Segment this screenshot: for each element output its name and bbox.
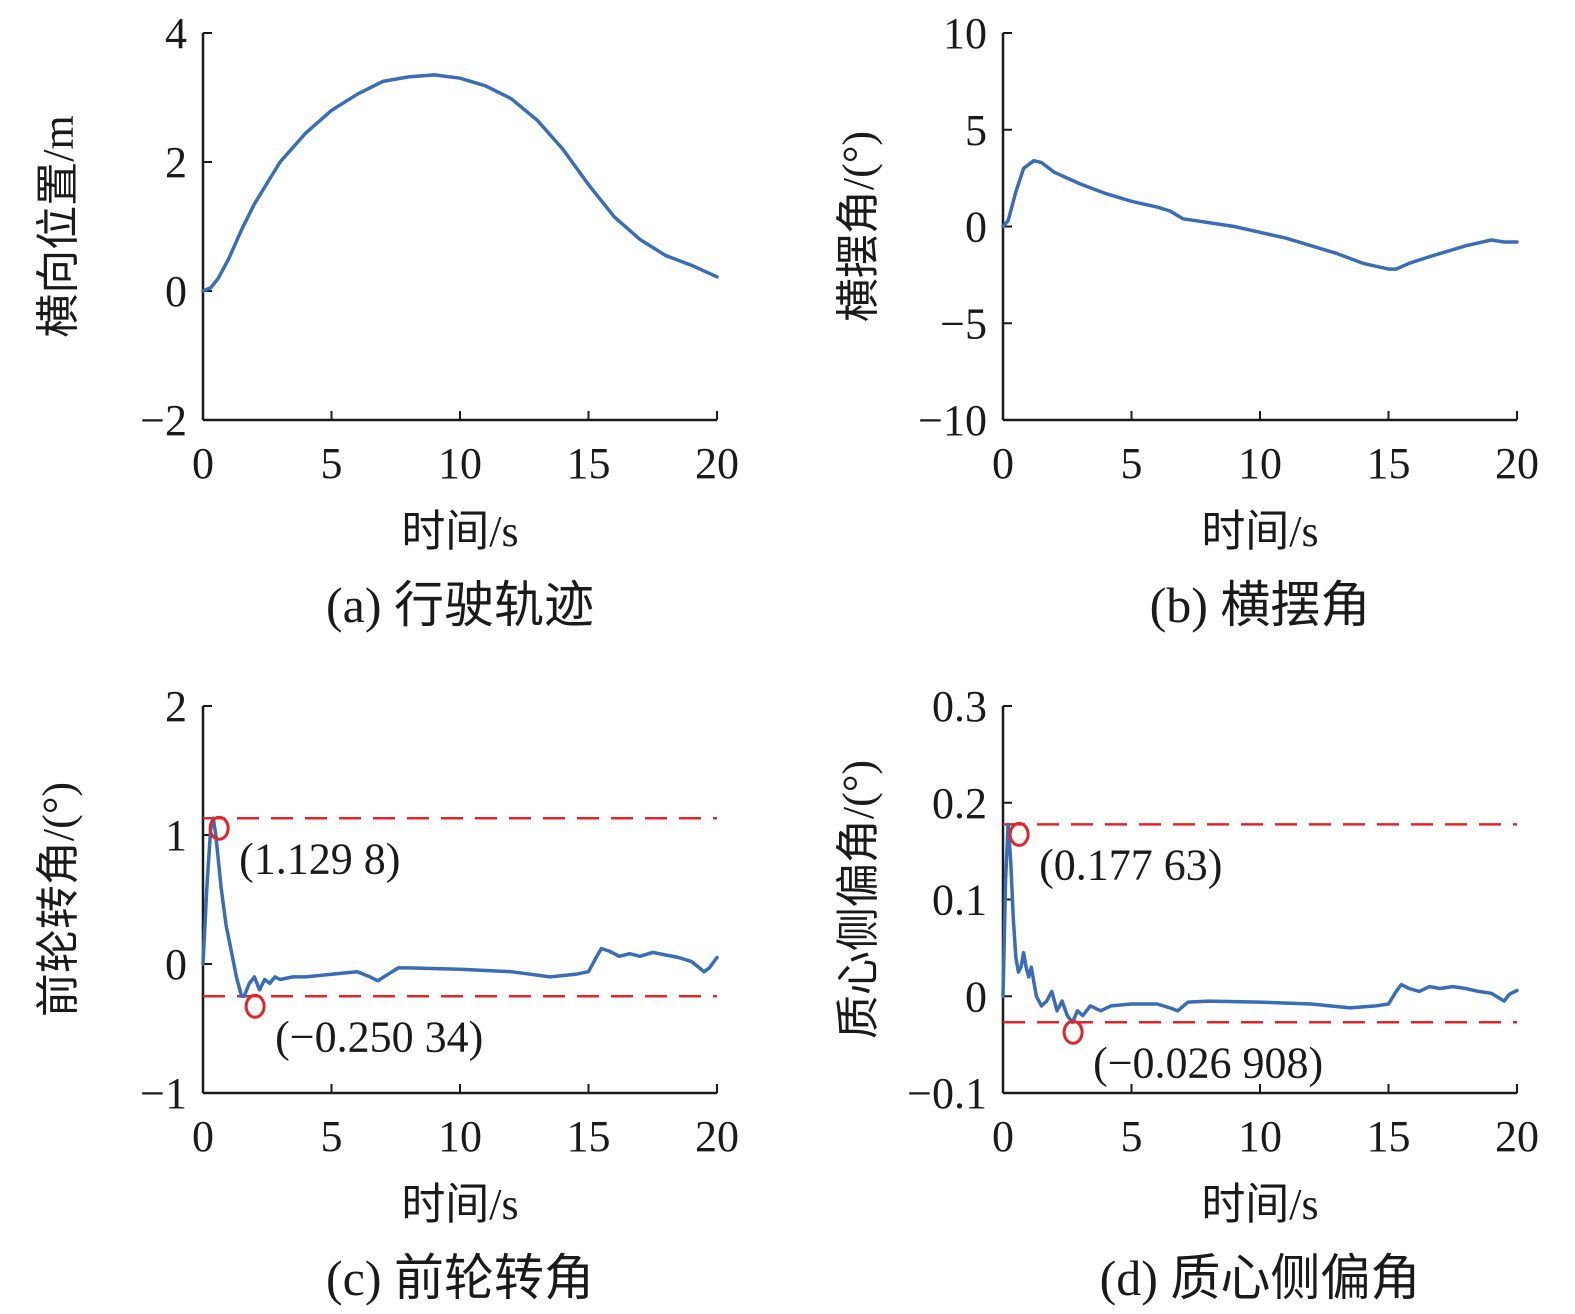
x-tick-label: 20	[1495, 439, 1539, 488]
y-tick-label: −1	[140, 1069, 187, 1118]
panel-caption: (c) 前轮转角	[326, 1250, 594, 1306]
panel-caption: (b) 横摆角	[1150, 577, 1371, 633]
x-tick-label: 0	[992, 1112, 1014, 1161]
data-series-line	[1001, 158, 1519, 271]
y-tick-label: −0.1	[907, 1069, 987, 1118]
x-tick-label: 15	[1367, 439, 1411, 488]
extremum-marker	[1062, 1019, 1084, 1045]
y-tick-label: −5	[940, 299, 987, 348]
x-axis-label: 时间/s	[1201, 1180, 1318, 1229]
y-tick-label: 0.2	[932, 779, 987, 828]
x-tick-label: 20	[1495, 1112, 1539, 1161]
x-tick-label: 10	[438, 439, 482, 488]
extremum-label: (0.177 63)	[1039, 840, 1222, 889]
data-series-line	[1001, 822, 1519, 1025]
y-tick-label: 0.3	[932, 682, 987, 731]
x-tick-label: 5	[321, 439, 343, 488]
extremum-label: (1.129 8)	[239, 834, 400, 883]
y-tick-label: 2	[165, 138, 187, 187]
x-tick-label: 10	[438, 1112, 482, 1161]
x-axis-label: 时间/s	[401, 507, 518, 556]
y-tick-label: 0.1	[932, 876, 987, 925]
y-tick-label: 5	[965, 106, 987, 155]
y-tick-label: 0	[165, 267, 187, 316]
y-tick-label: 0	[965, 972, 987, 1021]
x-tick-label: 15	[567, 1112, 611, 1161]
panel-caption: (d) 质心侧偏角	[1100, 1250, 1421, 1306]
x-axis-label: 时间/s	[401, 1180, 518, 1229]
extremum-marker	[244, 993, 266, 1019]
extremum-marker	[208, 815, 230, 841]
y-tick-label: 1	[165, 811, 187, 860]
y-tick-label: −10	[918, 396, 987, 445]
extremum-label: (−0.026 908)	[1093, 1038, 1323, 1087]
extremum-label: (−0.250 34)	[275, 1012, 483, 1061]
y-axis-label: 横摆角/(°)	[834, 131, 883, 322]
x-tick-label: 5	[1121, 439, 1143, 488]
x-tick-label: 5	[321, 1112, 343, 1161]
x-tick-label: 0	[192, 1112, 214, 1161]
x-tick-label: 0	[192, 439, 214, 488]
y-tick-label: −2	[140, 396, 187, 445]
x-tick-label: 20	[695, 1112, 739, 1161]
extremum-marker	[1008, 821, 1030, 847]
x-tick-label: 15	[567, 439, 611, 488]
x-tick-label: 15	[1367, 1112, 1411, 1161]
y-axis-label: 前轮转角/(°)	[34, 782, 83, 1017]
data-series-line	[201, 816, 719, 999]
x-tick-label: 0	[992, 439, 1014, 488]
x-axis-label: 时间/s	[1201, 507, 1318, 556]
panel-caption: (a) 行驶轨迹	[326, 577, 594, 633]
x-tick-label: 20	[695, 439, 739, 488]
y-tick-label: 0	[965, 203, 987, 252]
y-tick-label: 10	[943, 9, 987, 58]
x-tick-label: 10	[1238, 1112, 1282, 1161]
y-tick-label: 4	[165, 9, 187, 58]
y-axis-label: 质心侧偏角/(°)	[834, 760, 883, 1039]
y-axis-label: 横向位置/m	[34, 115, 83, 337]
data-series-line	[201, 73, 719, 293]
y-tick-label: 0	[165, 940, 187, 989]
x-tick-label: 5	[1121, 1112, 1143, 1161]
x-tick-label: 10	[1238, 439, 1282, 488]
panel-b: 0 5 10 15 20 −10 −5 0 5 10 时间/s 横摆角/(°) (b) 横摆角	[834, 9, 1539, 633]
y-tick-label: 2	[165, 682, 187, 731]
